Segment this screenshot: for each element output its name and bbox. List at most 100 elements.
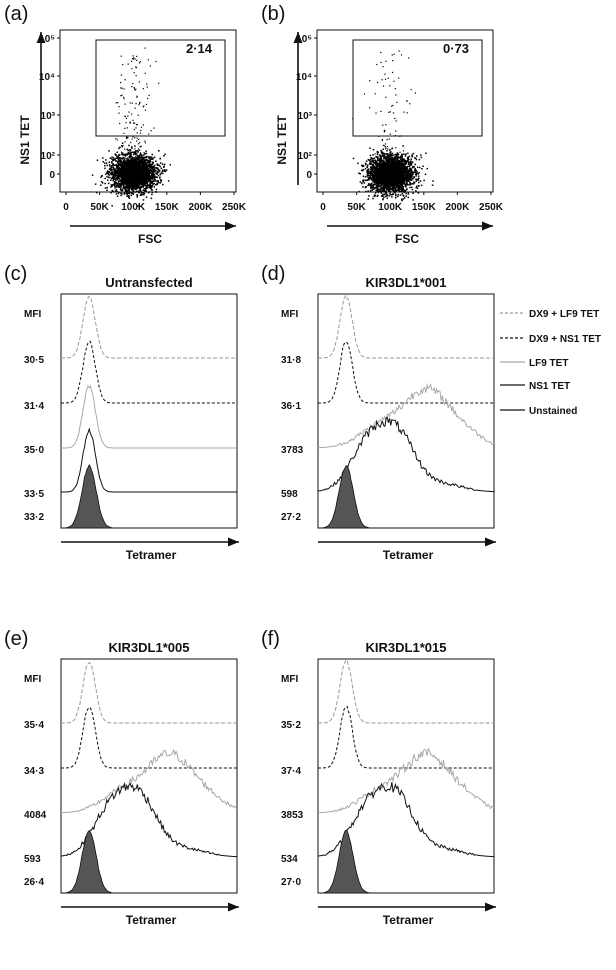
cell-dot [111, 205, 113, 207]
cell-dot [379, 166, 382, 169]
cell-dot [399, 180, 402, 182]
cell-dot [140, 194, 142, 196]
cell-dot [138, 81, 140, 83]
cell-dot [156, 163, 158, 165]
cell-dot [142, 192, 144, 194]
cell-dot [390, 153, 393, 155]
cell-dot [126, 163, 129, 166]
cell-dot [149, 179, 151, 182]
cell-dot [105, 159, 107, 161]
cell-dot [362, 168, 365, 171]
cell-dot [114, 168, 117, 171]
cell-dot [135, 186, 137, 189]
cell-dot [129, 175, 131, 178]
cell-dot [132, 175, 135, 177]
cell-dot [139, 154, 141, 156]
cell-dot [120, 182, 123, 184]
cell-dot [397, 188, 399, 190]
cell-dot [133, 57, 135, 59]
cell-dot [135, 168, 138, 170]
cell-dot [145, 164, 148, 167]
cell-dot [383, 196, 385, 199]
cell-dot [121, 152, 124, 154]
cell-dot [100, 181, 103, 183]
cell-dot [143, 105, 145, 107]
cell-dot [131, 60, 133, 63]
cell-dot [149, 170, 151, 173]
cell-dot [391, 196, 393, 198]
cell-dot [118, 112, 120, 114]
cell-dot [379, 163, 381, 165]
cell-dot [141, 183, 144, 186]
cell-dot [137, 186, 139, 188]
cell-dot [121, 170, 124, 173]
cell-dot [167, 180, 170, 182]
cell-dot [119, 163, 121, 165]
y-axis-title: NS1 TET [18, 115, 32, 165]
cell-dot [389, 187, 392, 189]
cell-dot [387, 170, 390, 172]
cell-dot [135, 161, 137, 163]
cell-dot [119, 170, 122, 172]
cell-dot [128, 174, 130, 176]
cell-dot [126, 171, 128, 173]
cell-dot [137, 157, 140, 160]
cell-dot [116, 166, 119, 168]
cell-dot [408, 183, 411, 186]
cell-dot [131, 147, 133, 149]
cell-dot [145, 150, 147, 153]
cell-dot [130, 185, 132, 187]
cell-dot [146, 159, 148, 161]
cell-dot [407, 169, 410, 172]
cell-dot [412, 171, 415, 173]
cell-dot [159, 157, 162, 160]
cell-dot [392, 162, 395, 165]
cell-dot [388, 185, 391, 187]
cell-dot [115, 178, 118, 180]
cell-dot [404, 168, 407, 171]
cell-dot [155, 176, 157, 178]
cell-dot [384, 162, 387, 164]
cell-dot [164, 153, 166, 156]
cell-dot [148, 94, 150, 96]
cell-dot [406, 168, 408, 171]
cell-dot [385, 187, 388, 190]
cell-dot [138, 187, 141, 189]
cell-dot [121, 145, 124, 148]
cell-dot [382, 154, 384, 157]
cell-dot [105, 162, 108, 164]
cell-dot [119, 176, 122, 178]
cell-dot [398, 174, 400, 176]
cell-dot [129, 165, 131, 167]
cell-dot [412, 166, 414, 168]
cell-dot [417, 175, 420, 177]
cell-dot [386, 167, 389, 170]
cell-dot [144, 161, 146, 163]
cell-dot [411, 166, 414, 169]
cell-dot [397, 156, 400, 159]
cell-dot [406, 175, 408, 177]
cell-dot [139, 152, 142, 154]
cell-dot [107, 179, 109, 181]
cell-dot [127, 165, 129, 167]
cell-dot [382, 189, 384, 192]
cell-dot [130, 162, 132, 165]
cell-dot [400, 187, 403, 189]
cell-dot [136, 190, 138, 193]
cell-dot [124, 165, 126, 167]
cell-dot [135, 164, 137, 167]
cell-dot [147, 171, 150, 174]
cell-dot [118, 105, 120, 108]
cell-dot [131, 161, 133, 163]
cell-dot [376, 162, 379, 165]
scatter-points [91, 47, 172, 207]
cell-dot [131, 183, 133, 186]
cell-dot [104, 177, 106, 180]
cell-dot [94, 183, 97, 185]
cell-dot [401, 157, 404, 160]
cell-dot [131, 172, 133, 174]
cell-dot [375, 174, 377, 177]
cell-dot [116, 168, 119, 171]
cell-dot [362, 165, 365, 167]
cell-dot [111, 158, 113, 160]
